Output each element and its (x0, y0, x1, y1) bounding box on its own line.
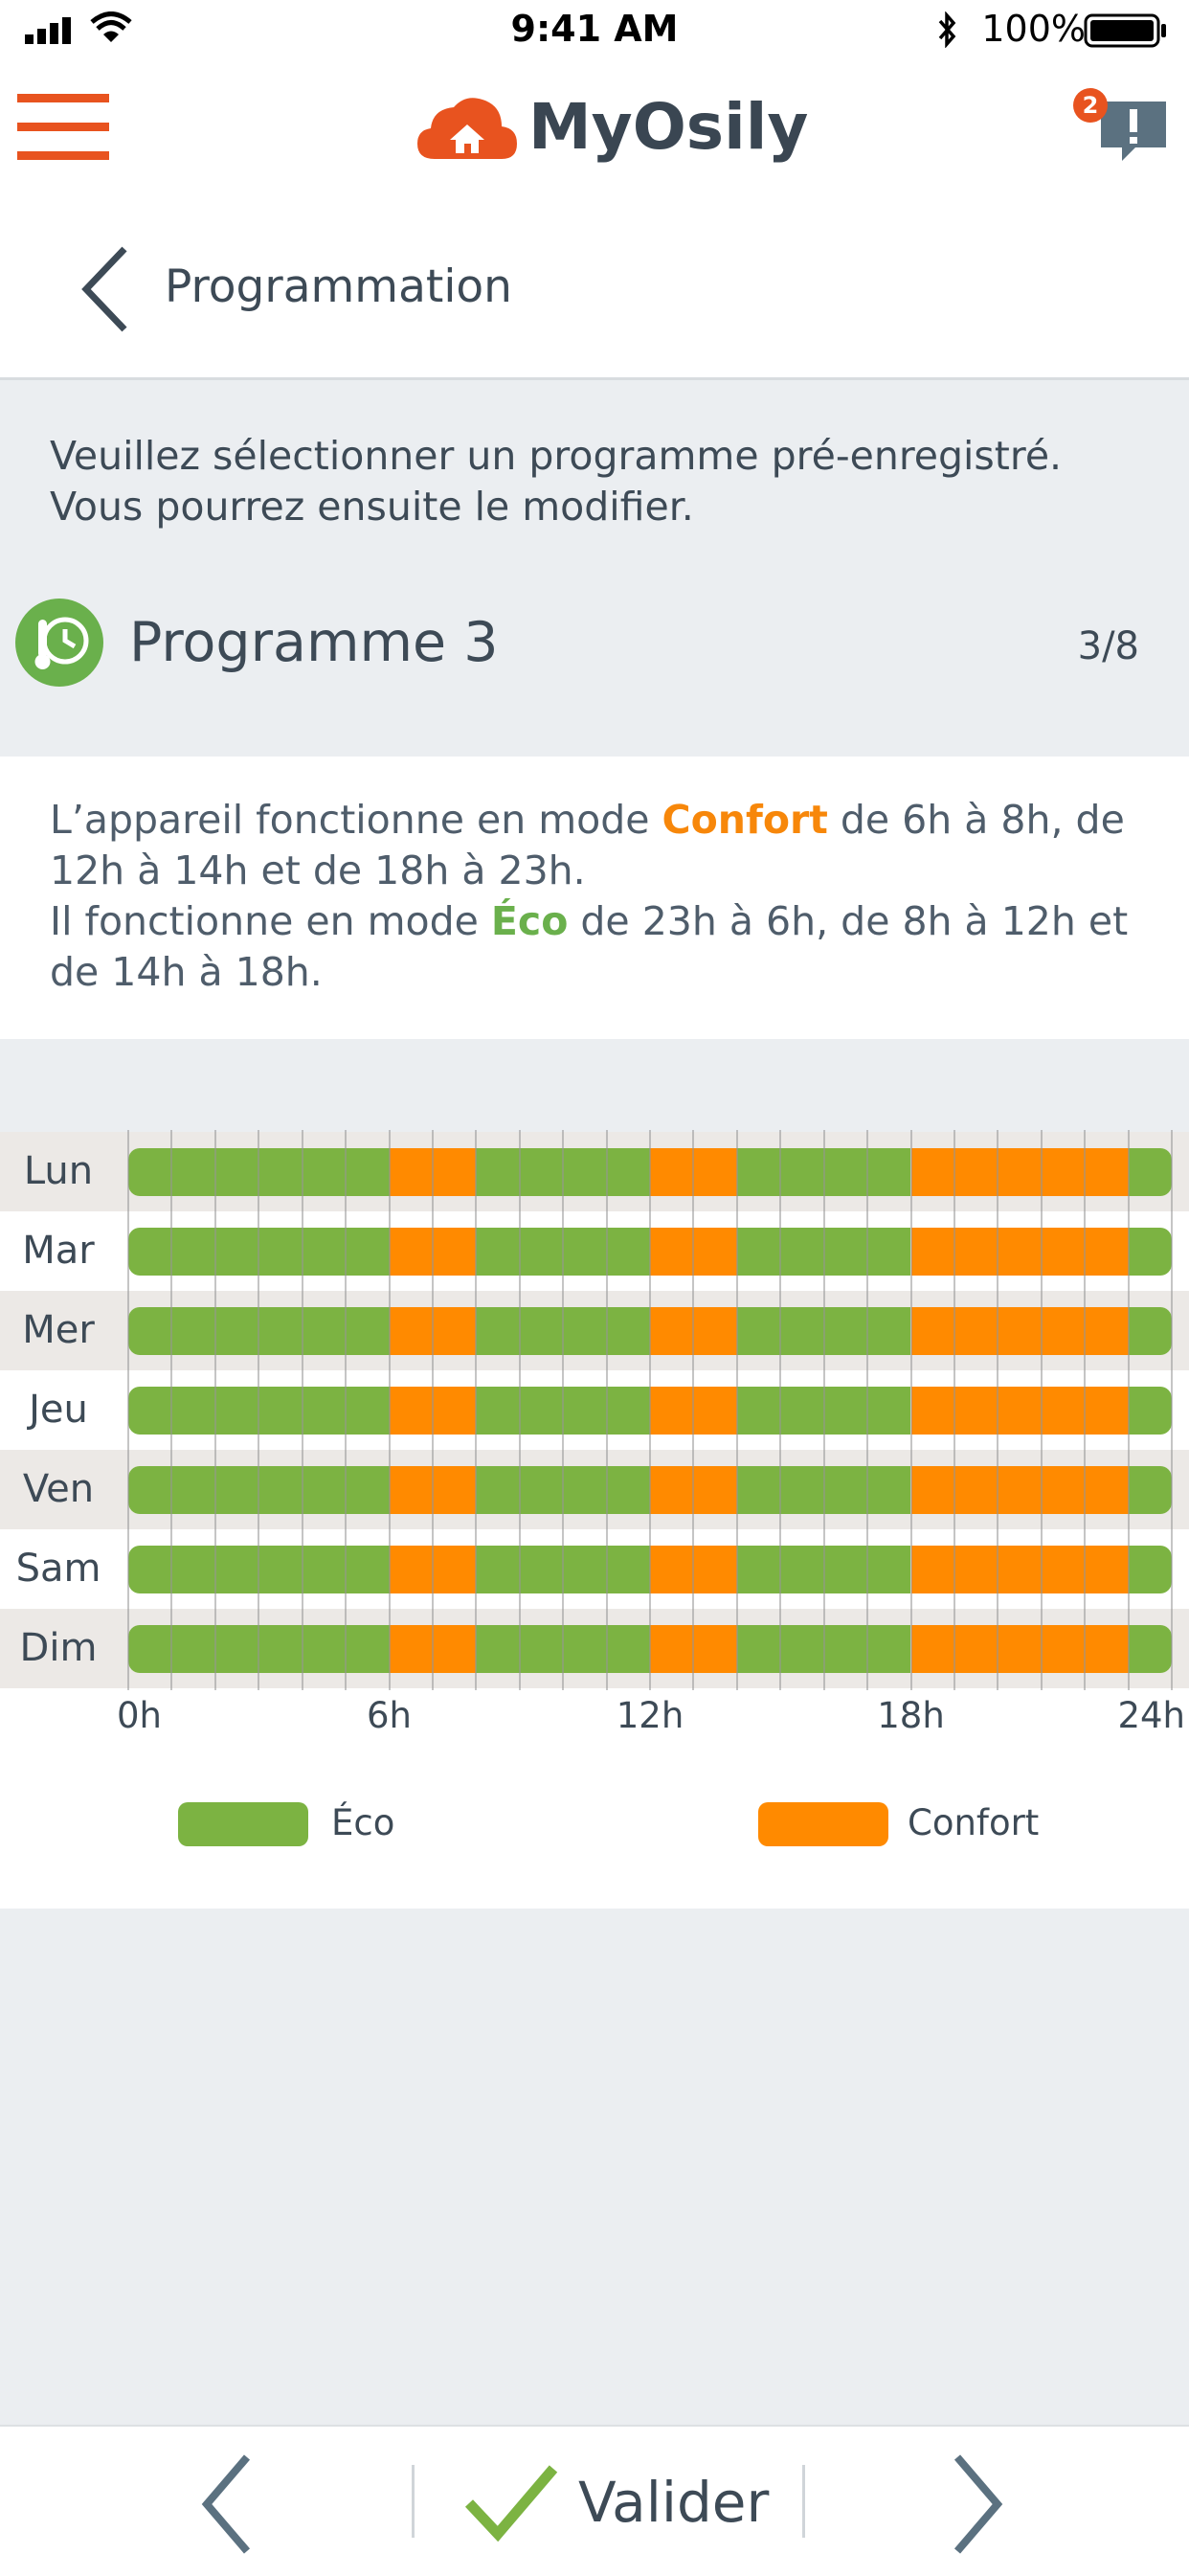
description-paragraph-1: L’appareil fonctionne en mode Confort de… (50, 795, 1151, 896)
program-counter: 3/8 (1077, 624, 1139, 668)
hamburger-menu-icon[interactable] (17, 94, 109, 161)
page-title: Programmation (165, 260, 512, 313)
bluetooth-icon (938, 11, 956, 48)
program-name[interactable]: Programme 3 (129, 611, 499, 674)
legend-confort-swatch (758, 1802, 888, 1846)
desc-text: Il fonctionne en mode (50, 898, 491, 944)
desc-text: de 23h à 6h, de 8h à 12h et de 14h à 18h… (50, 898, 1129, 995)
intro-text: Veuillez sélectionner un programme pré-e… (50, 431, 1141, 532)
divider (412, 2465, 415, 2538)
intro-line-2: Vous pourrez ensuite le modifier. (50, 484, 694, 530)
battery-icon (1084, 13, 1166, 48)
validate-checkmark-icon[interactable] (463, 2461, 559, 2542)
bottom-action-bar: Valider (0, 2425, 1189, 2576)
signal-icon (25, 17, 71, 44)
validate-button[interactable]: Valider (578, 2470, 770, 2535)
divider (802, 2465, 805, 2538)
program-description: L’appareil fonctionne en mode Confort de… (50, 795, 1151, 998)
myosily-logo-icon (417, 98, 517, 159)
desc-text: L’appareil fonctionne en mode (50, 797, 662, 843)
next-program-chevron-icon[interactable] (948, 2452, 1009, 2557)
status-time: 9:41 AM (510, 8, 679, 50)
app-header: MyOsily 2 (0, 59, 1189, 195)
battery-percentage: 100% (981, 8, 1086, 50)
notification-badge: 2 (1073, 88, 1108, 123)
status-bar: 9:41 AM 100% (0, 0, 1189, 59)
intro-line-1: Veuillez sélectionner un programme pré-e… (50, 433, 1063, 479)
legend-eco-label: Éco (331, 1802, 395, 1843)
eco-mode-highlight: Éco (490, 898, 569, 944)
confort-mode-highlight: Confort (662, 797, 828, 843)
legend-confort-label: Confort (908, 1802, 1040, 1843)
chart-top-spacer (0, 1039, 1189, 1132)
legend-eco-swatch (178, 1802, 308, 1846)
back-chevron-icon[interactable] (77, 243, 134, 335)
wifi-icon (90, 11, 132, 42)
program-clock-icon (15, 599, 103, 687)
description-panel (0, 757, 1189, 1039)
description-paragraph-2: Il fonctionne en mode Éco de 23h à 6h, d… (50, 896, 1151, 998)
schedule-chart-panel (0, 1039, 1189, 1909)
previous-program-chevron-icon[interactable] (195, 2452, 257, 2557)
desc-text: de 6h à 8h, de 12h à 14h et de 18h à 23h… (50, 797, 1125, 893)
page-title-bar: Programmation (0, 195, 1189, 380)
app-brand-name: MyOsily (528, 90, 809, 164)
notifications-icon[interactable] (1097, 98, 1170, 165)
